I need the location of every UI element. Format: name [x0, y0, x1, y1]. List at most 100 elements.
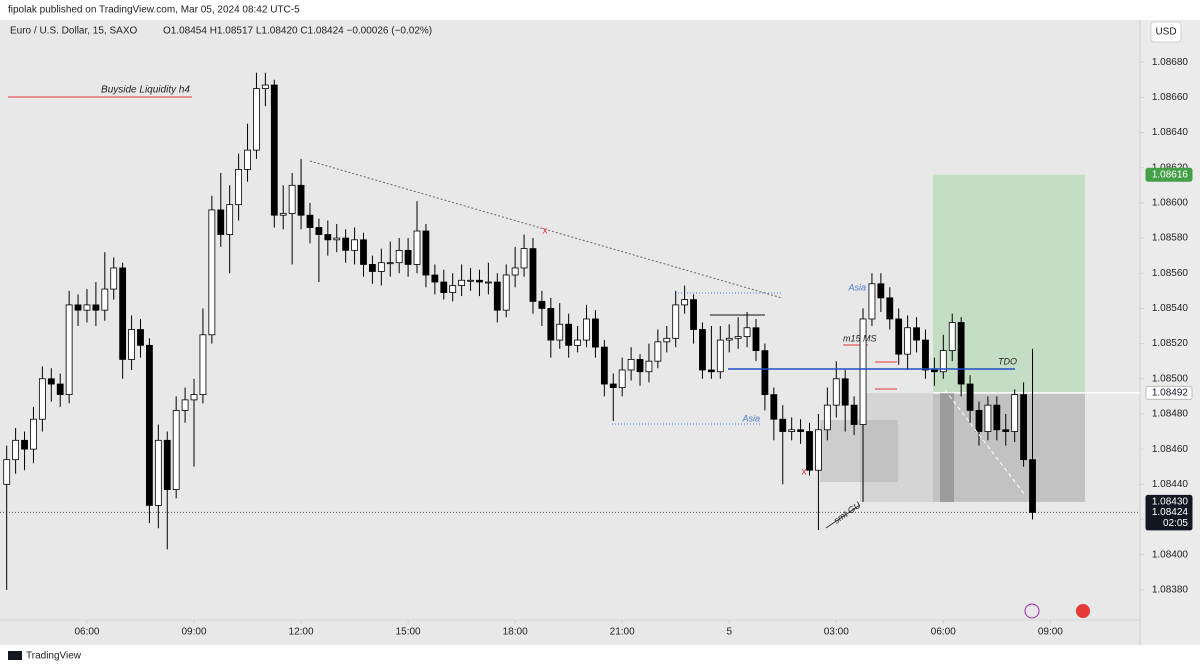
candle-body: [146, 344, 153, 506]
candle-body: [235, 169, 243, 206]
candle-body: [217, 209, 225, 235]
candle-body: [743, 327, 751, 337]
candle-body: [333, 237, 341, 241]
price-tag-label: 1.08430: [1152, 497, 1189, 508]
drawings-over: Buyside Liquidity h4 Asia Asia m15 MS TD…: [10, 21, 1182, 619]
candle-body: [529, 248, 537, 302]
y-tick-label: 1.08580: [1152, 233, 1189, 244]
candle-body: [101, 288, 109, 311]
y-tick-label: 1.08640: [1152, 127, 1189, 138]
x-tick-label: 03:00: [824, 627, 849, 638]
candle-body: [315, 227, 323, 235]
candle-body: [975, 410, 983, 432]
candle-body: [172, 410, 180, 490]
candle-body: [966, 383, 974, 411]
y-tick-label: 1.08560: [1152, 268, 1189, 279]
candle-body: [725, 337, 733, 341]
candle-body: [190, 394, 198, 401]
candle-body: [957, 322, 965, 385]
alert-icon[interactable]: [1024, 603, 1040, 619]
candle-body: [752, 327, 760, 352]
candle-body: [645, 360, 653, 373]
candle-body: [199, 334, 207, 395]
candle-body: [83, 304, 91, 311]
candle-body: [458, 279, 466, 286]
candle-body: [663, 337, 671, 343]
ohlc-legend: O1.08454 H1.08517 L1.08420 C1.08424 −0.0…: [163, 26, 432, 37]
candle-body: [279, 213, 287, 216]
candles: [3, 72, 1036, 590]
x-tick-label: 09:00: [181, 627, 206, 638]
candle-body: [823, 404, 831, 431]
candle-body: [984, 404, 992, 432]
y-tick-label: 1.08460: [1152, 444, 1189, 455]
countdown: 02:05: [1163, 518, 1188, 529]
y-tick-label: 1.08520: [1152, 338, 1189, 349]
candle-body: [913, 327, 920, 341]
calendar-icon[interactable]: [1076, 604, 1090, 618]
candle-body: [21, 439, 28, 450]
candle-body: [609, 383, 617, 388]
candle-body: [297, 184, 305, 216]
price-tag: [1145, 505, 1193, 531]
candle-body: [288, 184, 296, 214]
candle-body: [716, 339, 724, 373]
candle-body: [3, 459, 11, 485]
candle-body: [877, 283, 885, 299]
smt-line: [825, 504, 861, 529]
candle-body: [270, 84, 278, 216]
candle-body: [672, 304, 680, 339]
annotation: x: [802, 467, 807, 478]
x-tick-label: 06:00: [931, 627, 956, 638]
candle-body: [788, 429, 796, 432]
candle-body: [707, 369, 715, 373]
candle-body: [690, 299, 697, 330]
price-axis: [1140, 20, 1200, 645]
candle-body: [815, 429, 822, 471]
y-tick-label: 1.08400: [1152, 549, 1189, 560]
candle-body: [592, 318, 599, 348]
x-tick-label: 06:00: [74, 627, 99, 638]
price-tag: [1145, 167, 1193, 182]
projection-line: [944, 389, 1026, 496]
price-tag-label: 1.08424: [1152, 507, 1189, 518]
annotation: x: [543, 226, 548, 237]
y-tick-label: 1.08540: [1152, 303, 1189, 314]
candle-body: [502, 274, 510, 311]
candle-body: [1011, 394, 1019, 432]
candle-body: [449, 285, 457, 293]
stop-zone: [933, 392, 1085, 502]
y-tick-label: 1.08440: [1152, 479, 1189, 490]
trend-line: [309, 160, 783, 299]
candle-body: [779, 418, 787, 432]
candle-body: [734, 336, 742, 339]
candle-body: [538, 300, 546, 309]
candle-body: [939, 350, 947, 373]
candle-body: [904, 327, 912, 355]
zone-box: [820, 420, 898, 482]
annotation: m15 MS: [843, 333, 877, 343]
footer-brand: TradingView: [26, 651, 82, 662]
zone-box: [860, 393, 933, 502]
currency-box[interactable]: [1150, 21, 1182, 43]
candle-body: [128, 329, 135, 360]
candle-body: [699, 329, 706, 371]
x-tick-label: 21:00: [610, 627, 635, 638]
candle-body: [12, 439, 20, 461]
candle-body: [47, 378, 55, 385]
candle-body: [208, 209, 216, 336]
candle-body: [244, 149, 251, 170]
candle-body: [404, 249, 412, 265]
candle-body: [547, 308, 555, 341]
candle-body: [868, 283, 876, 320]
y-tick-label: 1.08500: [1152, 373, 1189, 384]
x-tick-label: 18:00: [503, 627, 528, 638]
candle-body: [1002, 429, 1010, 432]
currency[interactable]: USD: [1155, 27, 1176, 38]
candle-body: [770, 394, 778, 420]
zone-band: [940, 393, 954, 502]
y-tick-label: 1.08600: [1152, 198, 1189, 209]
candle-body: [377, 262, 385, 272]
